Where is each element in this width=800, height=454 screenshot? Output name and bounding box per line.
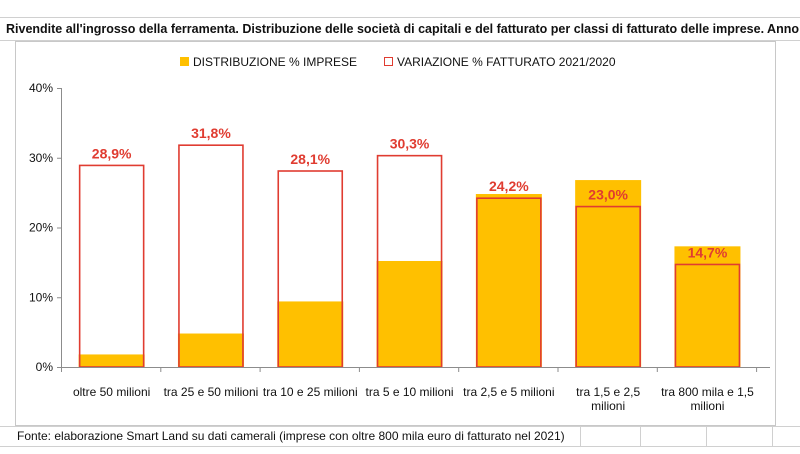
y-tick-label: 10% [29,290,53,304]
x-tick-label: tra 10 e 25 milioni [263,385,358,399]
bar-distribuzione-imprese [674,246,741,367]
y-tick-label: 0% [36,360,54,374]
data-label-variazione: 30,3% [390,136,430,152]
x-tick-label: tra 800 mila e 1,5 [661,385,754,399]
bar-distribuzione-imprese [177,333,244,367]
data-label-variazione: 28,9% [92,145,132,161]
chart-title: Rivendite all'ingrosso della ferramenta.… [6,22,800,36]
bar-distribuzione-imprese [78,354,145,367]
bar-distribuzione-imprese [575,180,642,367]
bar-distribuzione-imprese [277,301,344,367]
x-tick-label: tra 5 e 10 milioni [366,385,454,399]
x-tick-label: tra 25 e 50 milioni [164,385,259,399]
bar-distribuzione-imprese [475,194,542,367]
x-tick-label: milioni [591,399,625,413]
legend-label-distribuzione: DISTRIBUZIONE % IMPRESE [193,55,357,69]
bars-layer: 28,9% 31,8% 28,1% 30,3% 24,2% 23,0% 14,7% [78,125,741,368]
x-tick-label: tra 1,5 e 2,5 [576,385,640,399]
source-footnote: Fonte: elaborazione Smart Land su dati c… [17,429,565,443]
bar-variazione-fatturato [78,164,145,368]
y-tick-label: 20% [29,221,53,235]
legend-label-variazione: VARIAZIONE % FATTURATO 2021/2020 [397,55,616,69]
y-tick-label: 30% [29,151,53,165]
data-label-variazione: 23,0% [588,187,628,203]
x-tick-label: tra 2,5 e 5 milioni [463,385,554,399]
x-tick-label: oltre 50 milioni [73,385,150,399]
y-tick-label: 40% [29,81,53,95]
y-axis: 0% 10% 20% 30% 40% [29,81,62,374]
bar-distribuzione-imprese [376,260,443,367]
data-label-variazione: 14,7% [688,244,728,260]
data-label-variazione: 24,2% [489,178,529,194]
data-label-variazione: 31,8% [191,125,231,141]
chart-legend: DISTRIBUZIONE % IMPRESE VARIAZIONE % FATT… [180,55,616,69]
x-axis: oltre 50 milioni tra 25 e 50 milioni tra 1… [61,367,770,413]
legend-swatch-distribuzione [180,57,189,66]
data-label-variazione: 28,1% [290,151,330,167]
x-tick-label: milioni [690,399,724,413]
legend-swatch-variazione [384,57,393,66]
